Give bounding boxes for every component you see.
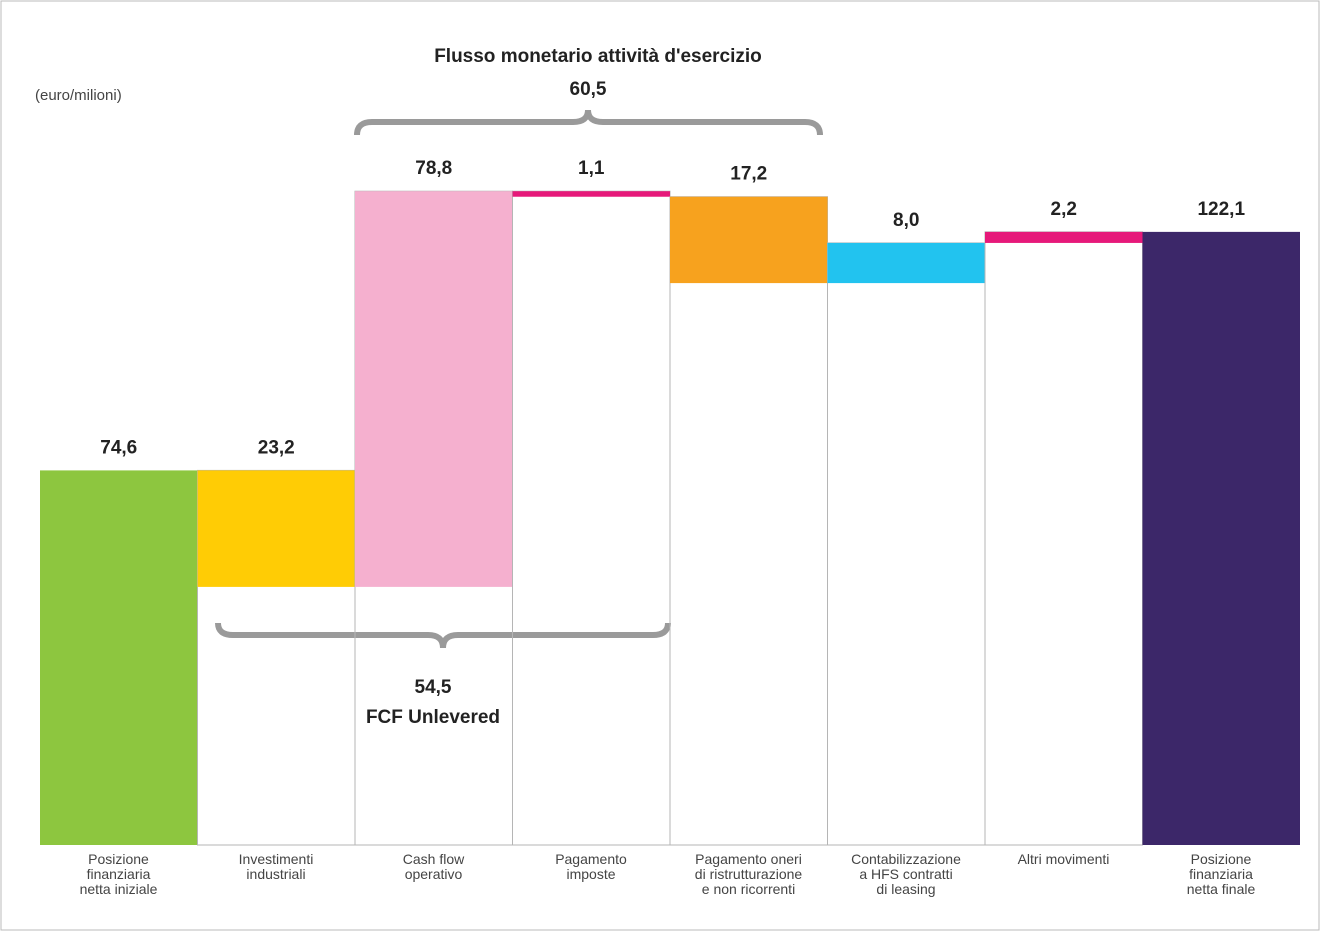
brace xyxy=(215,622,671,649)
value-label: 1,1 xyxy=(578,158,605,179)
chart-title: Flusso monetario attività d'esercizio xyxy=(434,46,762,67)
column-outline xyxy=(827,242,986,846)
bar xyxy=(512,191,670,197)
annotation-value: 60,5 xyxy=(570,79,607,100)
x-tick-label: Posizione finanziaria netta iniziale xyxy=(79,851,158,897)
value-label: 78,8 xyxy=(415,158,452,179)
bar xyxy=(1142,231,1300,846)
x-tick-label: Contabilizzazione a HFS contratti di lea… xyxy=(851,851,961,897)
value-label: 74,6 xyxy=(100,437,137,458)
value-label: 2,2 xyxy=(1051,199,1077,220)
value-label: 23,2 xyxy=(258,437,295,458)
bar xyxy=(197,470,355,587)
x-tick-label: Altri movimenti xyxy=(1017,851,1110,867)
unit-label: (euro/milioni) xyxy=(35,87,122,104)
x-tick-label: Investimenti industriali xyxy=(238,851,314,882)
column-outline xyxy=(984,231,1143,846)
annotation-value: 54,5 xyxy=(415,677,452,698)
column-outline xyxy=(669,196,828,846)
value-label: 8,0 xyxy=(893,210,919,231)
bar xyxy=(40,470,198,845)
x-tick-label: Cash flow operativo xyxy=(402,851,465,882)
bar xyxy=(670,196,828,284)
annotation-text: FCF Unlevered xyxy=(366,707,500,728)
x-tick-label: Posizione finanziaria netta finale xyxy=(1186,851,1256,897)
bar xyxy=(355,191,513,587)
bar xyxy=(827,242,985,284)
bar xyxy=(985,231,1143,243)
x-tick-label: Pagamento oneri di ristrutturazione e no… xyxy=(694,851,803,897)
column-outline xyxy=(512,190,671,846)
x-tick-label: Pagamento imposte xyxy=(555,851,627,882)
value-label: 17,2 xyxy=(730,164,767,185)
brace xyxy=(354,109,823,136)
value-label: 122,1 xyxy=(1197,199,1245,220)
